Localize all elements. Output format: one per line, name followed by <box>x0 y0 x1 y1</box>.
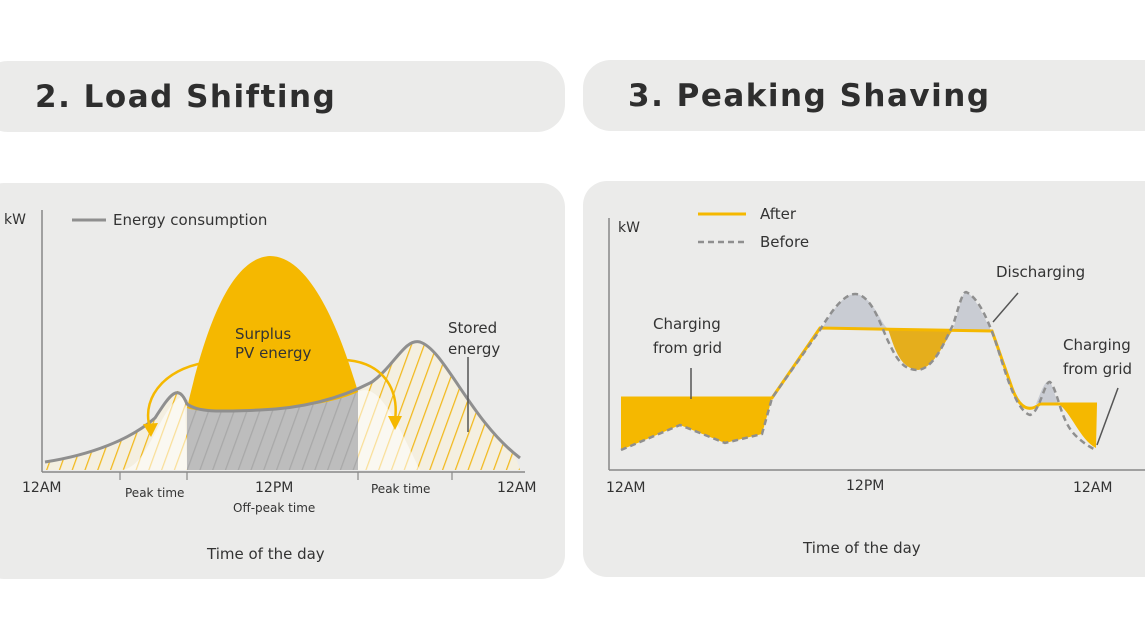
discharge-area-2 <box>953 292 992 332</box>
x-start-label: 12AM <box>606 480 645 496</box>
y-unit-label: kW <box>618 220 640 236</box>
x-mid-label: 12PM <box>846 478 884 494</box>
after-line <box>621 326 1097 410</box>
x-title-label: Time of the day <box>206 545 325 563</box>
y-unit-label: kW <box>4 212 26 228</box>
before-line <box>620 290 1098 452</box>
legend-consumption-label: Energy consumption <box>113 211 267 229</box>
peak-right-label: Peak time <box>371 482 430 496</box>
charging-right-label-1: Charging <box>1063 336 1131 354</box>
charging-right-label-2: from grid <box>1063 360 1132 378</box>
charging-area-left <box>621 398 772 450</box>
shift-arrow-left-head <box>143 423 158 437</box>
load-shifting-title: 2. Load Shifting <box>35 79 337 115</box>
peak-shaving-header: 3. Peaking Shaving <box>583 60 1145 131</box>
peak-window-left <box>120 396 187 470</box>
x-mid-label: 12PM <box>255 480 293 496</box>
charging-area-valley <box>888 329 953 370</box>
surplus-label-1: Surplus <box>235 325 291 343</box>
surplus-label-2: PV energy <box>235 344 311 362</box>
discharge-area-1 <box>822 294 888 329</box>
discharging-label: Discharging <box>996 263 1085 281</box>
shift-arrow-left <box>146 360 213 429</box>
load-shifting-diagram: Energy consumption kW Surplus PV energy … <box>4 210 536 563</box>
charging-right-pointer <box>1096 387 1119 446</box>
legend-after-label: After <box>760 205 797 223</box>
x-start-label: 12AM <box>22 480 61 496</box>
charging-area-right <box>1040 404 1097 448</box>
offpeak-stored-area <box>187 390 358 470</box>
legend-before-label: Before <box>760 233 809 251</box>
charging-left-label-1: Charging <box>653 315 721 333</box>
energy-consumption-line <box>44 340 521 464</box>
peak-shaving-title: 3. Peaking Shaving <box>628 78 991 114</box>
peak-left-label: Peak time <box>125 486 184 500</box>
discharging-pointer <box>992 292 1019 323</box>
load-shifting-panel: Energy consumption kW Surplus PV energy … <box>0 183 565 579</box>
charging-left-label-2: from grid <box>653 339 722 357</box>
x-title-label: Time of the day <box>802 539 921 557</box>
x-end-label: 12AM <box>1073 480 1112 496</box>
load-shifting-header: 2. Load Shifting <box>0 61 565 132</box>
surplus-pv-area <box>187 256 358 412</box>
shift-arrow-right <box>341 358 397 421</box>
stored-label-1: Stored <box>448 319 497 337</box>
shift-arrow-right-head <box>388 416 402 430</box>
peak-shaving-panel: After Before kW Discharging Charging fro… <box>583 181 1145 577</box>
peak-shaving-diagram: After Before kW Discharging Charging fro… <box>606 205 1145 557</box>
peak-window-right <box>358 390 420 470</box>
stored-label-2: energy <box>448 340 500 358</box>
offpeak-label: Off-peak time <box>233 501 315 515</box>
x-end-label: 12AM <box>497 480 536 496</box>
